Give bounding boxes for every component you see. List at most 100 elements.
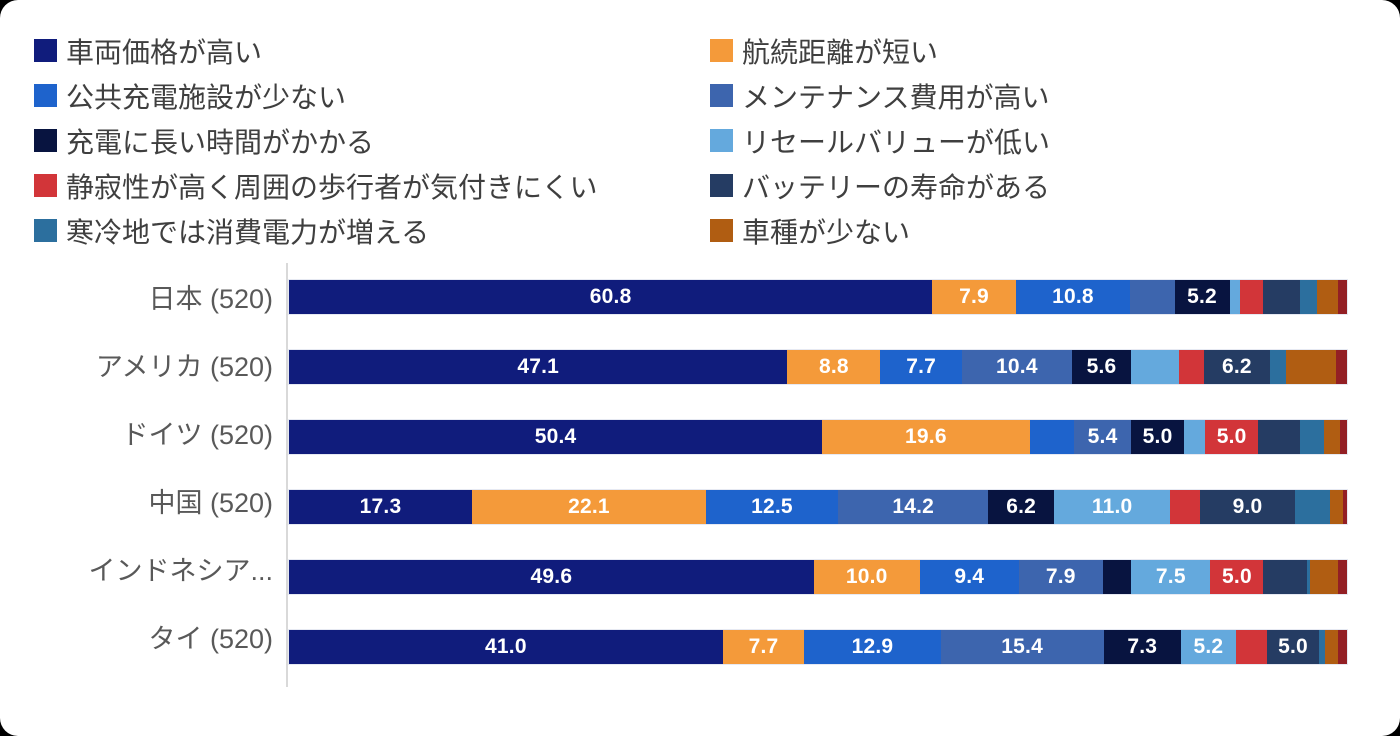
legend-label: バッテリーの寿命がある xyxy=(742,171,1051,203)
bar-segment xyxy=(1309,560,1339,594)
bar-track: 50.4 19.6 5.4 5.0 5.0 xyxy=(288,419,1348,455)
segment-value-label: 10.8 xyxy=(1052,285,1094,308)
legend-item: リセールバリューが低い xyxy=(710,118,1380,163)
bar-segment xyxy=(1336,350,1347,384)
plot-area: 60.8 7.9 10.8 5.2 47.1 8.8 7.7 10.4 5.6 6.2 50.4 19… xyxy=(286,263,1348,687)
segment-value-label: 47.1 xyxy=(517,355,559,378)
bar-segment: 7.7 xyxy=(880,350,962,384)
bar-track: 47.1 8.8 7.7 10.4 5.6 6.2 xyxy=(288,349,1348,385)
bar-segment: 22.1 xyxy=(472,490,706,524)
bar-segment: 7.9 xyxy=(932,280,1016,314)
legend-label: 航続距離が短い xyxy=(742,36,939,68)
legend-swatch-icon xyxy=(34,84,57,107)
bar-segment: 8.8 xyxy=(787,350,881,384)
legend-item: 充電に長い時間がかかる xyxy=(34,118,710,163)
legend-label: 公共充電施設が少ない xyxy=(66,81,347,113)
bar-segment xyxy=(1235,630,1267,664)
segment-value-label: 14.2 xyxy=(892,495,935,518)
segment-value-label: 11.0 xyxy=(1091,495,1133,518)
bar-segment: 5.0 xyxy=(1266,630,1320,664)
bar-segment xyxy=(1258,420,1301,454)
bar-segment xyxy=(1131,350,1179,384)
segment-value-label: 15.4 xyxy=(1001,635,1043,658)
segment-value-label: 7.7 xyxy=(748,635,779,658)
legend-item: 寒冷地では消費電力が増える xyxy=(34,208,710,253)
bar-segment: 60.8 xyxy=(289,280,933,314)
bar-segment xyxy=(1170,490,1200,524)
legend-label: メンテナンス費用が高い xyxy=(742,81,1050,113)
bar-segment: 5.2 xyxy=(1174,280,1230,314)
legend-swatch-icon xyxy=(34,39,57,62)
bar-segment: 6.2 xyxy=(1204,350,1270,384)
segment-value-label: 50.4 xyxy=(534,425,577,448)
category-label: インドネシア... xyxy=(88,555,273,586)
segment-value-label: 10.4 xyxy=(996,355,1038,378)
legend-column: 航続距離が短いメンテナンス費用が高い リセールバリューが低い バッテリーの寿命がある… xyxy=(710,28,1380,253)
chart-area: 日本 (520) アメリカ (520) ドイツ (520) 中国 (520) インドネシ… xyxy=(0,263,1400,687)
legend-item: 車両価格が高い xyxy=(34,28,710,73)
bar-segment: 5.4 xyxy=(1074,420,1132,454)
bar-track: 41.0 7.7 12.9 15.4 7.3 5.2 5.0 xyxy=(288,629,1348,665)
legend-item: 公共充電施設が少ない xyxy=(34,73,710,118)
bar-segment: 7.5 xyxy=(1131,560,1211,594)
bar-segment: 10.0 xyxy=(813,560,920,594)
bar-segment: 10.4 xyxy=(961,350,1072,384)
bar-segment xyxy=(1339,420,1347,454)
segment-value-label: 60.8 xyxy=(589,285,632,308)
bar-segment xyxy=(1130,280,1175,314)
segment-value-label: 8.8 xyxy=(818,355,849,378)
bar-segment xyxy=(1317,280,1339,314)
bar-segment xyxy=(1338,280,1347,314)
legend-swatch-icon xyxy=(710,84,733,107)
segment-value-label: 5.4 xyxy=(1087,425,1118,448)
bar-segment: 49.6 xyxy=(289,560,814,594)
bar-segment: 47.1 xyxy=(289,350,788,384)
segment-value-label: 41.0 xyxy=(485,635,527,658)
legend-label: 車種が少ない xyxy=(742,216,911,248)
segment-value-label: 5.2 xyxy=(1187,285,1217,308)
bar-segment: 14.2 xyxy=(838,490,989,524)
bar-segment: 9.0 xyxy=(1199,490,1296,524)
segment-value-label: 6.2 xyxy=(1006,495,1037,518)
bar-segment xyxy=(1306,560,1310,594)
bar-track: 49.6 10.0 9.4 7.9 7.5 5.0 xyxy=(288,559,1348,595)
bar-segment: 50.4 xyxy=(289,420,823,454)
legend-item: 航続距離が短い xyxy=(710,28,1380,73)
bar-segment: 41.0 xyxy=(289,630,723,664)
bar-segment xyxy=(1240,280,1264,314)
bar-segment: 19.6 xyxy=(822,420,1030,454)
legend-item: メンテナンス費用が高い xyxy=(710,73,1380,118)
bar-segment: 5.0 xyxy=(1210,560,1264,594)
bar-segment xyxy=(1300,280,1318,314)
bar-segment xyxy=(1338,560,1347,594)
legend-swatch-icon xyxy=(710,129,733,152)
segment-value-label: 7.9 xyxy=(959,285,989,308)
legend-label: リセールバリューが低い xyxy=(742,126,1051,158)
legend-swatch-icon xyxy=(710,219,733,242)
legend-swatch-icon xyxy=(34,219,57,242)
legend: 車両価格が高い 公共充電施設が少ない 充電に長い時間がかかる 静寂性が高く周囲の歩行者… xyxy=(0,0,1400,253)
bar-segment: 17.3 xyxy=(289,490,473,524)
segment-value-label: 7.5 xyxy=(1155,565,1186,588)
segment-value-label: 5.6 xyxy=(1086,355,1117,378)
segment-value-label: 5.0 xyxy=(1278,635,1308,658)
segment-value-label: 7.3 xyxy=(1127,635,1158,658)
segment-value-label: 49.6 xyxy=(530,565,573,588)
bar-segment: 10.8 xyxy=(1015,280,1131,314)
bar-segment: 12.9 xyxy=(804,630,941,664)
segment-value-label: 19.6 xyxy=(905,425,947,448)
segment-value-label: 12.9 xyxy=(851,635,894,658)
bar-segment: 5.0 xyxy=(1131,420,1185,454)
bar-segment: 7.7 xyxy=(722,630,805,664)
bar-track: 60.8 7.9 10.8 5.2 xyxy=(288,279,1348,315)
bar-segment xyxy=(1229,280,1241,314)
segment-value-label: 7.9 xyxy=(1045,565,1076,588)
bar-segment xyxy=(1330,490,1343,524)
legend-column: 車両価格が高い 公共充電施設が少ない 充電に長い時間がかかる 静寂性が高く周囲の歩行者… xyxy=(34,28,710,253)
category-label: タイ (520) xyxy=(148,623,273,654)
segment-value-label: 10.0 xyxy=(845,565,888,588)
bar-segment xyxy=(1300,420,1324,454)
segment-value-label: 9.4 xyxy=(954,565,985,588)
segment-value-label: 22.1 xyxy=(568,495,610,518)
